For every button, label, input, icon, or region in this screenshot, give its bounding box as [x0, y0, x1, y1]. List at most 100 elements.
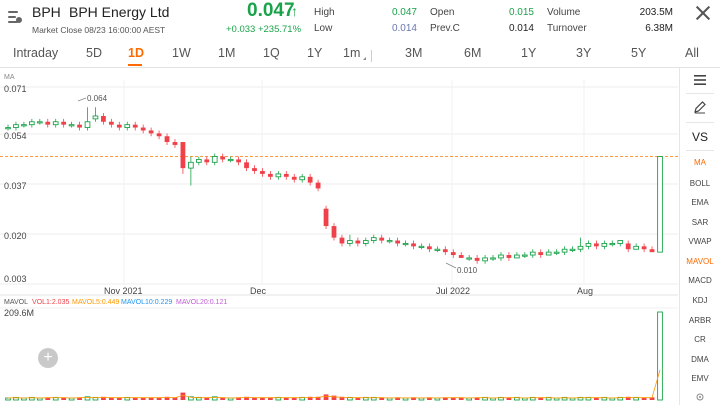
- candle-body: [370, 237, 377, 241]
- candles-group: [5, 107, 663, 264]
- candle-body: [21, 124, 27, 127]
- candle-body: [442, 249, 448, 253]
- tab-all[interactable]: All: [685, 46, 699, 60]
- volume-bar: [84, 396, 91, 401]
- volume-bar: [458, 397, 464, 400]
- volume-bar: [641, 397, 647, 400]
- candle-body: [172, 142, 178, 145]
- tab-intraday[interactable]: Intraday: [13, 46, 59, 60]
- volume-bar: [474, 397, 480, 400]
- volume-bar: [355, 397, 361, 400]
- y-tick-label: 0.020: [4, 231, 27, 241]
- candle-body: [657, 156, 663, 253]
- turnover-label: Turnover: [547, 23, 587, 34]
- candle-body: [553, 251, 560, 254]
- candle-body: [506, 255, 512, 258]
- indicator-sar[interactable]: SAR: [691, 218, 709, 227]
- indicator-vwap[interactable]: VWAP: [688, 237, 712, 246]
- volume-bar: [657, 311, 663, 401]
- candle-body: [347, 240, 353, 244]
- volume-bar: [77, 397, 82, 400]
- candle-body: [625, 243, 631, 250]
- tab-3m[interactable]: 3M: [405, 46, 423, 60]
- tab-1q[interactable]: 1Q: [263, 46, 280, 60]
- candle-body: [538, 252, 544, 256]
- candle-body: [148, 130, 154, 134]
- volume-bars-group: [5, 311, 663, 401]
- tab-1y[interactable]: 1Y: [307, 46, 323, 60]
- settings-icon[interactable]: [680, 74, 720, 88]
- volume-max-label: 209.6M: [4, 308, 34, 318]
- indicator-ema[interactable]: EMA: [691, 198, 709, 207]
- candle-body: [323, 208, 329, 227]
- volume-bar: [180, 392, 186, 400]
- menu-search-icon[interactable]: [8, 10, 22, 24]
- tab-5y[interactable]: 5Y: [631, 46, 647, 60]
- mavol20-value: MAVOL20:0.121: [176, 299, 227, 306]
- y-tick-label: 0.054: [4, 131, 27, 141]
- indicator-settings-icon[interactable]: [680, 392, 720, 404]
- candle-body: [236, 159, 241, 163]
- indicator-mavol[interactable]: MAVOL: [686, 257, 714, 266]
- indicator-kdj[interactable]: KDJ: [692, 296, 708, 305]
- candle-body: [108, 121, 114, 125]
- indicator-cr[interactable]: CR: [694, 335, 706, 344]
- candle-body: [434, 248, 441, 251]
- compare-vs-button[interactable]: VS: [691, 130, 708, 144]
- tab-1m-minute[interactable]: 1m: [343, 46, 367, 60]
- candle-body: [379, 237, 385, 241]
- candle-body: [482, 257, 488, 262]
- candle-body: [291, 176, 297, 180]
- indicator-emv[interactable]: EMV: [691, 374, 709, 383]
- indicator-macd[interactable]: MACD: [688, 276, 712, 285]
- volume-bar: [108, 397, 114, 400]
- draw-pencil-icon[interactable]: [680, 100, 720, 116]
- x-tick-label: Nov 2021: [104, 286, 143, 296]
- volume-bar: [331, 395, 337, 400]
- candle-body: [411, 243, 416, 247]
- volume-bar: [395, 397, 400, 400]
- add-indicator-button[interactable]: +: [38, 348, 58, 368]
- x-tick-label: Dec: [250, 286, 267, 296]
- indicator-dma[interactable]: DMA: [691, 355, 709, 364]
- candle-body: [450, 252, 456, 256]
- volume-bar: [411, 397, 416, 400]
- candle-body: [61, 121, 67, 125]
- candle-body: [569, 248, 576, 251]
- mavol5-value: MAVOL5:0.449: [72, 299, 119, 306]
- tab-1d[interactable]: 1D: [128, 46, 144, 60]
- tab-1m[interactable]: 1M: [218, 46, 236, 60]
- high-annotation-leader: [77, 97, 87, 102]
- candle-body: [339, 237, 345, 244]
- volume-bar: [283, 397, 289, 400]
- candle-body: [132, 124, 138, 128]
- candle-body: [355, 240, 361, 244]
- volume-bar: [45, 397, 51, 400]
- volume-bar: [268, 397, 273, 400]
- indicator-boll[interactable]: BOLL: [689, 179, 711, 188]
- tab-3y[interactable]: 3Y: [576, 46, 592, 60]
- candle-body: [68, 124, 75, 127]
- close-icon[interactable]: [694, 4, 712, 22]
- candle-body: [594, 243, 599, 247]
- tab-1w[interactable]: 1W: [172, 46, 191, 60]
- candle-body: [77, 124, 82, 128]
- candle-body: [101, 115, 106, 122]
- tab-6m[interactable]: 6M: [464, 46, 482, 60]
- candle-body: [395, 240, 400, 244]
- tab-5d[interactable]: 5D: [86, 46, 102, 60]
- indicator-ma[interactable]: MA: [694, 158, 706, 167]
- candlestick-chart[interactable]: MA 0.071 0.054 0.037 0.020 0.003 Nov 202…: [0, 68, 678, 405]
- candle-body: [299, 176, 306, 181]
- mavol10-value: MAVOL10:0.229: [121, 299, 172, 306]
- tab-1m-minute-label: 1m: [343, 46, 361, 60]
- indicator-arbr[interactable]: ARBR: [688, 316, 712, 325]
- candle-body: [124, 124, 131, 129]
- candle-body: [13, 124, 19, 129]
- market-status: Market Close 08/23 16:00:00 AEST: [32, 25, 166, 35]
- ma-label: MA: [4, 74, 15, 81]
- volume-bar: [649, 397, 655, 400]
- candle-body: [474, 257, 480, 261]
- candle-body: [45, 121, 51, 125]
- tab-1y-long[interactable]: 1Y: [521, 46, 537, 60]
